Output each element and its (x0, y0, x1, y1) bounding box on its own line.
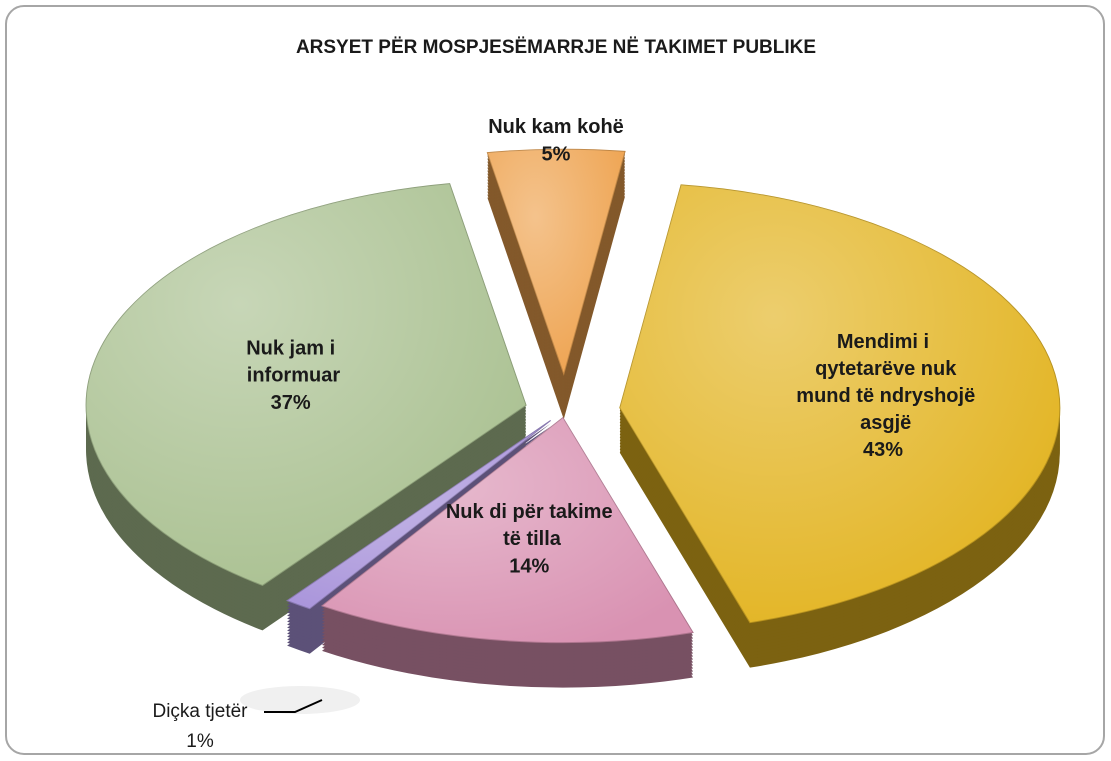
slice-shine (86, 183, 527, 586)
slice-shine (619, 184, 1060, 623)
chart-title: ARSYET PËR MOSPJESËMARRJE NË TAKIMET PUB… (296, 37, 816, 58)
slice-shine (487, 149, 626, 375)
category-label: Diçka tjetër (152, 701, 248, 722)
value-label: 5% (542, 143, 571, 165)
leader-line (264, 699, 323, 713)
category-label: Nuk kam kohë (488, 116, 624, 138)
value-label: 1% (186, 731, 214, 752)
labels: Nuk kam kohë 5% Mendimi i qytetarëve nuk m… (152, 116, 975, 752)
category-label: Mendimi i qytetarëve nuk mund të ndrysho… (791, 331, 975, 434)
slice-shine (321, 417, 694, 643)
slice-shine (287, 420, 551, 609)
value-label: 43% (863, 439, 903, 461)
shadow (240, 686, 360, 714)
value-label: 14% (509, 555, 549, 577)
category-label: Nuk jam i informuar (241, 338, 340, 387)
category-label: Nuk di për takime të tilla (446, 501, 613, 550)
pie (85, 148, 1061, 688)
value-label: 37% (271, 392, 311, 414)
